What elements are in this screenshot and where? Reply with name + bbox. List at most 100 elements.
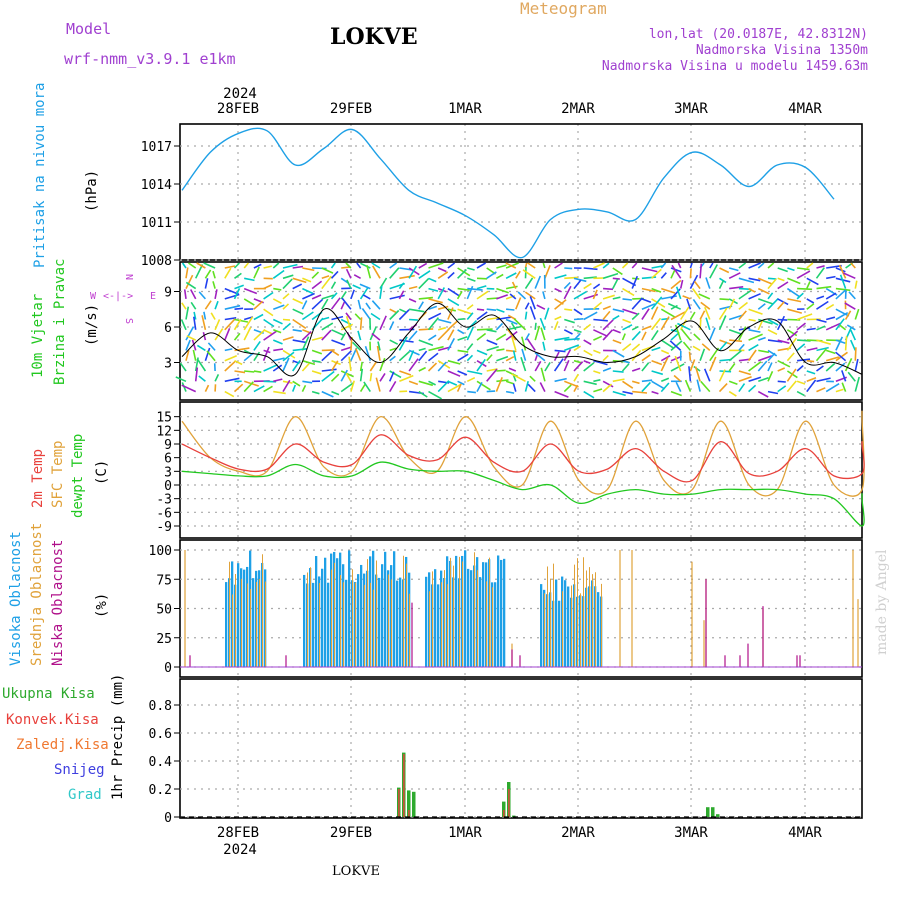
wind-arrow (563, 359, 570, 372)
temp-unit: (C) (94, 460, 110, 485)
wind-arrow (660, 339, 674, 349)
wind-arrow (301, 311, 314, 321)
wind-arrow (292, 308, 304, 315)
wind-arrow (846, 324, 856, 331)
wind-arrow (540, 327, 546, 341)
wind-arrow (476, 277, 488, 280)
bottom-date-label: 29FEB (330, 825, 372, 841)
wind-legend-n: N (123, 274, 134, 280)
year-top: 2024 (223, 86, 257, 102)
precip-label-3: Zaledj.Kisa (16, 737, 109, 753)
wind-arrow (253, 263, 262, 269)
wind-arrow (757, 303, 766, 310)
wind-arrow (524, 380, 529, 392)
wind-arrow (292, 380, 301, 387)
temp-label-2: SFC Temp (50, 441, 66, 508)
wind-arrow (273, 287, 282, 291)
wind-arrow (825, 356, 840, 362)
wind-legend-s: S (123, 318, 134, 324)
total-rain-bar (407, 790, 411, 817)
wind-arrow (399, 370, 412, 376)
wind-arrow (849, 339, 857, 351)
wind-arrow (301, 362, 310, 372)
wind-arrow (622, 324, 633, 331)
wind-arrow (466, 354, 474, 362)
wind-arrow (622, 380, 634, 389)
wind-arrow (418, 366, 426, 372)
wind-arrow (244, 370, 255, 373)
high-cloud-bar (381, 564, 384, 667)
tick-label: -6 (156, 506, 172, 521)
wind-arrow (330, 270, 339, 279)
wind-arrow (243, 316, 254, 331)
wind-arrow (360, 262, 371, 269)
wind-arrow (670, 390, 682, 397)
wind-arrow (524, 333, 530, 341)
wind-arrow (467, 287, 483, 291)
wind-arrow (399, 374, 414, 383)
wind-arrow (835, 267, 846, 273)
wind-arrow (292, 298, 304, 305)
wind-arrow (243, 381, 254, 393)
wind-arrow (841, 370, 847, 382)
wind-arrow (677, 322, 691, 331)
wind-arrow (641, 381, 651, 393)
wind-arrow (496, 294, 508, 300)
tick-label: 0.8 (149, 699, 172, 714)
wind-arrow (476, 349, 488, 356)
wind-arrow (311, 349, 323, 355)
wind-arrow (369, 372, 373, 382)
wind-arrow (408, 308, 425, 313)
wind-arrow (292, 277, 307, 284)
tick-label: 0 (164, 811, 172, 826)
wind-arrow (854, 280, 858, 289)
wind-arrow (292, 359, 301, 372)
wind-arrow (272, 364, 283, 372)
wind-arrow (709, 347, 720, 362)
wind-arrow (291, 384, 297, 392)
wind-arrow (311, 298, 324, 310)
wind-arrow (796, 365, 804, 372)
wind-arrow (330, 281, 337, 289)
wind-arrow (542, 262, 546, 269)
wind-arrow (573, 361, 584, 372)
wind-arrow (282, 318, 291, 321)
wind-arrow (564, 344, 580, 352)
dewpt-line (181, 461, 865, 527)
wind-arrow (738, 376, 752, 383)
wind-arrow (719, 370, 732, 373)
wind-arrow (835, 289, 847, 300)
wind-arrow (301, 336, 310, 351)
wind-arrow (534, 325, 541, 341)
wind-arrow (631, 380, 640, 385)
wind-arrow (193, 316, 197, 330)
wind-arrow (437, 287, 446, 300)
wind-arrow (542, 341, 546, 351)
wind-arrow (522, 269, 536, 279)
wind-arrow (389, 355, 396, 362)
wind-arrow (696, 379, 701, 392)
wind-arrow (709, 327, 716, 341)
wind-arrow (573, 345, 582, 352)
wind-arrow (476, 358, 486, 372)
wind-arrow (186, 335, 197, 341)
wind-arrow (321, 275, 332, 290)
high-cloud-bar (494, 582, 497, 667)
high-cloud-bar (252, 578, 255, 667)
year-bottom: 2024 (223, 842, 257, 858)
wind-arrow (340, 382, 355, 393)
wind-arrow (660, 382, 670, 393)
wind-arrow (330, 262, 336, 269)
wind-arrow (302, 380, 313, 384)
tick-label: 6 (164, 452, 172, 467)
wind-arrow (486, 329, 497, 333)
wind-arrow (758, 349, 770, 354)
wind-arrow (185, 267, 189, 279)
tick-label: 75 (156, 573, 172, 588)
wind-arrow (476, 328, 493, 331)
wind-arrow (816, 387, 826, 393)
wind-arrow (282, 349, 296, 359)
wind-arrow (675, 381, 682, 392)
wind-arrow (321, 267, 334, 274)
wind-arrow (536, 304, 546, 310)
